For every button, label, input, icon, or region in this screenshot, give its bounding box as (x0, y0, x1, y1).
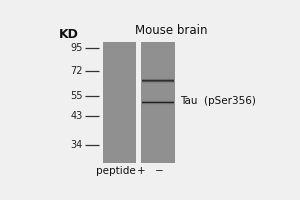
Bar (142, 77, 173, 78)
Bar (142, 105, 173, 106)
Text: 72: 72 (70, 66, 83, 76)
Bar (142, 83, 173, 84)
Bar (141, 42, 175, 163)
Text: +: + (137, 166, 145, 176)
Text: KD: KD (58, 28, 78, 41)
Bar (142, 100, 173, 101)
Bar (142, 78, 173, 79)
Bar (142, 80, 173, 81)
Text: Mouse brain: Mouse brain (135, 24, 207, 37)
Bar (142, 99, 173, 100)
Bar (142, 101, 173, 102)
Bar (142, 84, 173, 85)
Bar (142, 99, 173, 100)
Bar (142, 103, 173, 104)
Bar (142, 85, 173, 86)
Bar (142, 104, 173, 105)
Text: 95: 95 (70, 43, 83, 53)
Bar (142, 102, 173, 103)
Bar (142, 79, 173, 80)
Text: Tau  (pSer356): Tau (pSer356) (181, 96, 256, 106)
Bar (142, 102, 173, 103)
Bar (142, 82, 173, 83)
Text: 55: 55 (70, 91, 83, 101)
Bar (142, 81, 173, 82)
Bar (142, 76, 173, 77)
Text: 34: 34 (70, 140, 83, 150)
Bar (142, 98, 173, 99)
Text: peptide: peptide (95, 166, 135, 176)
Bar (142, 106, 173, 107)
Bar (142, 105, 173, 106)
Bar (103, 42, 136, 163)
Text: 43: 43 (70, 111, 83, 121)
Text: −: − (155, 166, 164, 176)
